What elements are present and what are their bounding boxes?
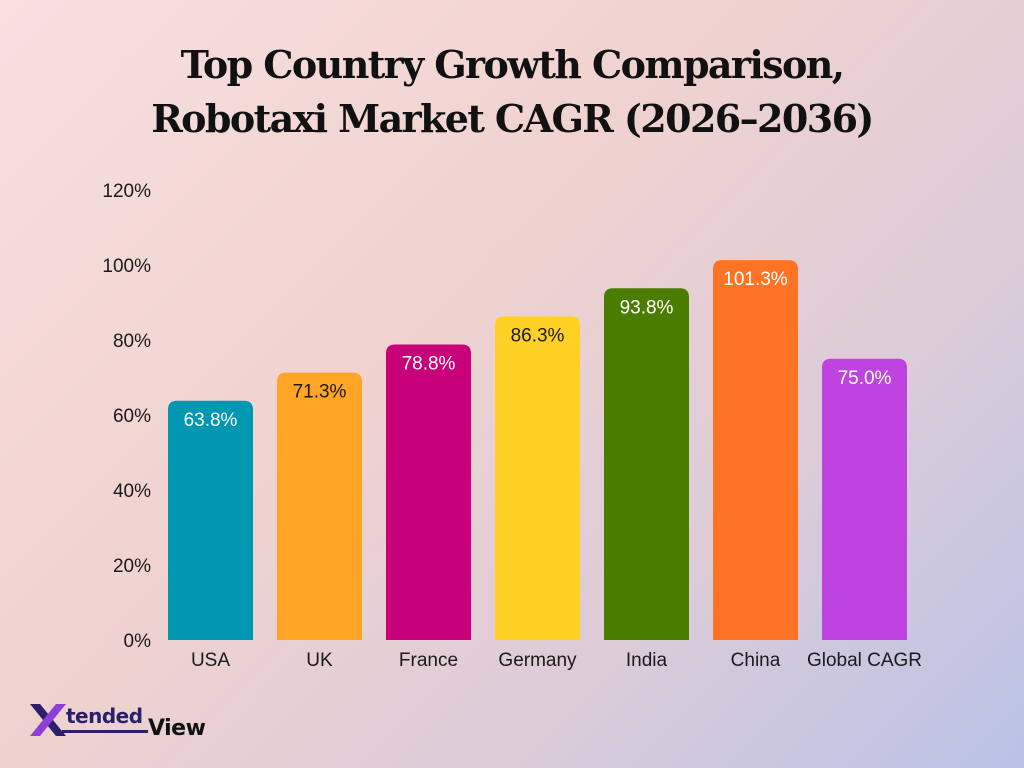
x-tick-label: Germany <box>498 650 577 671</box>
bar-france <box>386 344 471 640</box>
bar-global-cagr <box>822 358 907 640</box>
bar-india <box>604 288 689 640</box>
bar-chart: 0% 20% 40% 60% 80% 100% 120% 63.8% 71.3% 78.8% 86… <box>102 181 922 671</box>
logo-x-icon <box>30 704 66 736</box>
x-tick-label: UK <box>306 650 333 671</box>
y-tick-label: 120% <box>102 181 151 202</box>
data-label: 86.3% <box>511 325 565 346</box>
bars <box>168 260 907 640</box>
bar-usa <box>168 400 253 640</box>
chart-title-line-2: Robotaxi Market CAGR (2026–2036) <box>151 96 874 141</box>
bar-uk <box>277 372 362 640</box>
y-tick-label: 20% <box>113 556 151 577</box>
y-axis: 0% 20% 40% 60% 80% 100% 120% <box>102 181 151 652</box>
x-axis: USA UK France Germany India China Global CAGR <box>191 650 922 671</box>
bar-china <box>713 260 798 640</box>
chart-title: Top Country Growth Comparison, Robotaxi … <box>0 38 1024 146</box>
y-tick-label: 80% <box>113 331 151 352</box>
data-label: 78.8% <box>402 354 456 375</box>
bar-germany <box>495 316 580 640</box>
data-label: 75.0% <box>838 368 892 389</box>
y-tick-label: 100% <box>102 256 151 277</box>
x-tick-label: China <box>731 650 781 671</box>
data-label: 63.8% <box>184 410 238 431</box>
data-label: 101.3% <box>723 269 788 290</box>
data-label: 93.8% <box>620 297 674 318</box>
y-tick-label: 60% <box>113 406 151 427</box>
x-tick-label: Global CAGR <box>807 650 922 671</box>
chart-title-line-1: Top Country Growth Comparison, <box>180 42 845 87</box>
logo-underline <box>62 730 148 733</box>
x-tick-label: France <box>399 650 458 671</box>
y-tick-label: 0% <box>124 631 152 652</box>
logo-text-view: View <box>148 716 206 741</box>
logo-text-tended: tended <box>66 704 143 728</box>
value-labels: 63.8% 71.3% 78.8% 86.3% 93.8% 101.3% 75.0% <box>184 269 892 431</box>
x-tick-label: USA <box>191 650 230 671</box>
x-tick-label: India <box>626 650 668 671</box>
xtendedview-logo: tended View <box>28 700 228 744</box>
data-label: 71.3% <box>293 382 347 403</box>
y-tick-label: 40% <box>113 481 151 502</box>
